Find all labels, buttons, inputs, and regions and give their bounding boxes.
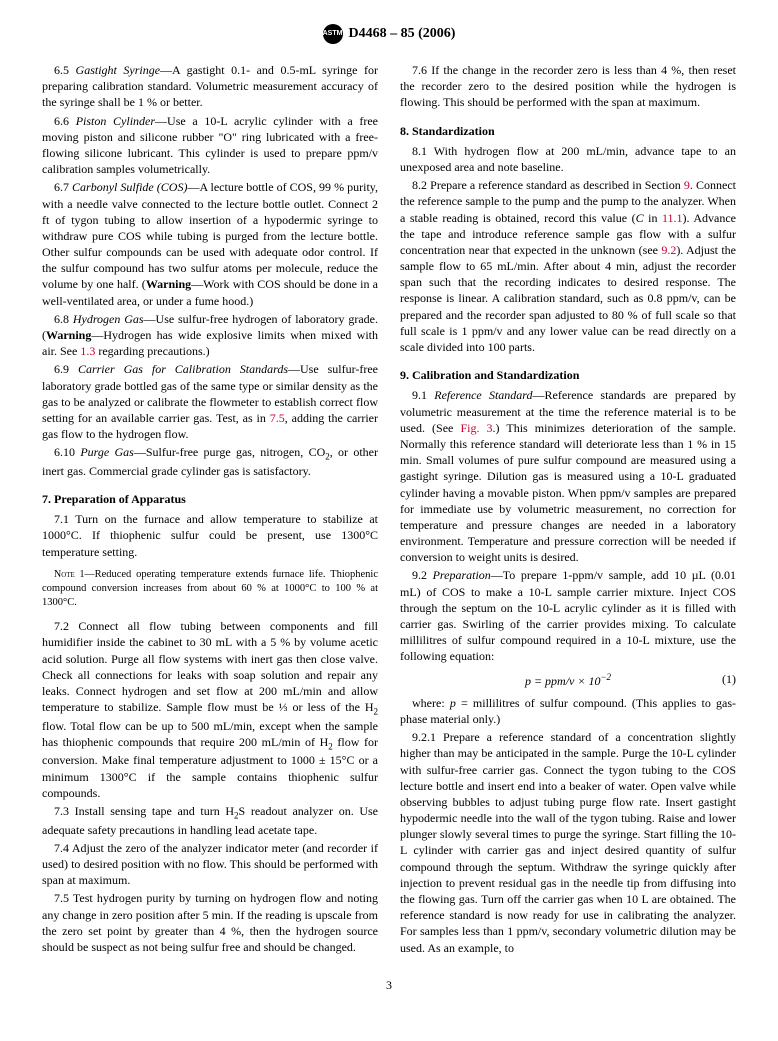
para-7-5: 7.5 Test hydrogen purity by turning on h… — [42, 890, 378, 955]
ref-1-3[interactable]: 1.3 — [80, 344, 95, 358]
equation-1: p = ppm/v × 10−2 (1) — [400, 671, 736, 689]
para-8-1: 8.1 With hydrogen flow at 200 mL/min, ad… — [400, 143, 736, 175]
para-7-3: 7.3 Install sensing tape and turn H2S re… — [42, 803, 378, 838]
para-7-1: 7.1 Turn on the furnace and allow temper… — [42, 511, 378, 560]
para-7-2: 7.2 Connect all flow tubing between comp… — [42, 618, 378, 801]
para-9-2: 9.2 Preparation—To prepare 1-ppm/v sampl… — [400, 567, 736, 664]
section-9-head: 9. Calibration and Standardization — [400, 367, 736, 383]
para-6-6: 6.6 Piston Cylinder—Use a 10-L acrylic c… — [42, 113, 378, 178]
section-8-head: 8. Standardization — [400, 123, 736, 139]
note-1: Note 1—Reduced operating temperature ext… — [42, 568, 378, 611]
section-7-head: 7. Preparation of Apparatus — [42, 491, 378, 507]
ref-9-2[interactable]: 9.2 — [661, 243, 676, 257]
para-9-1: 9.1 Reference Standard—Reference standar… — [400, 387, 736, 565]
para-9-2-where: where: p = millilitres of sulfur compoun… — [400, 695, 736, 727]
para-6-5: 6.5 Gastight Syringe—A gastight 0.1- and… — [42, 62, 378, 111]
astm-logo: ASTM — [323, 24, 343, 44]
para-7-6: 7.6 If the change in the recorder zero i… — [400, 62, 736, 111]
para-9-2-1: 9.2.1 Prepare a reference standard of a … — [400, 729, 736, 956]
para-6-7: 6.7 Carbonyl Sulfide (COS)—A lecture bot… — [42, 179, 378, 309]
designation: D4468 – 85 (2006) — [349, 25, 456, 44]
para-6-10: 6.10 Purge Gas—Sulfur-free purge gas, ni… — [42, 444, 378, 479]
ref-fig-3[interactable]: Fig. 3 — [460, 421, 492, 435]
para-6-8: 6.8 Hydrogen Gas—Use sulfur-free hydroge… — [42, 311, 378, 360]
ref-11-1[interactable]: 11.1 — [662, 211, 683, 225]
ref-7-5[interactable]: 7.5 — [270, 411, 285, 425]
body-columns: 6.5 Gastight Syringe—A gastight 0.1- and… — [42, 62, 736, 957]
page-number: 3 — [42, 977, 736, 993]
para-7-4: 7.4 Adjust the zero of the analyzer indi… — [42, 840, 378, 889]
page-header: ASTM D4468 – 85 (2006) — [42, 24, 736, 44]
para-6-9: 6.9 Carrier Gas for Calibration Standard… — [42, 361, 378, 442]
para-8-2: 8.2 Prepare a reference standard as desc… — [400, 177, 736, 355]
